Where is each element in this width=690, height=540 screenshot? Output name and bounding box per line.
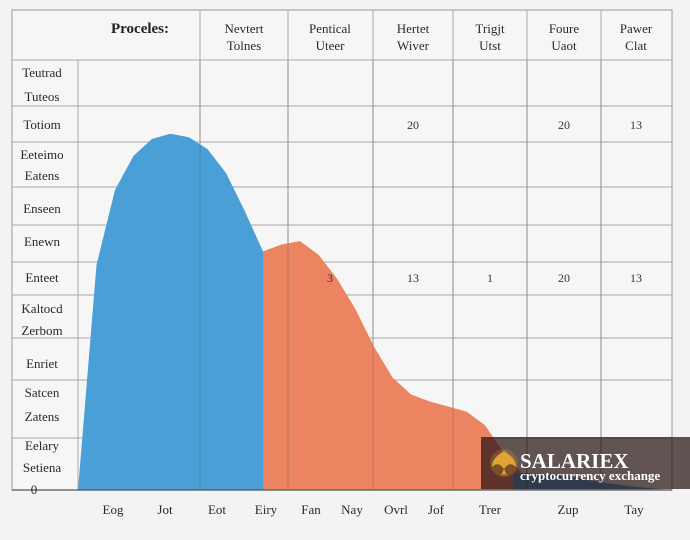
watermark-brand: SALARIEX [520, 449, 629, 473]
x-tick-label: Zup [558, 502, 579, 517]
watermark-band [481, 437, 690, 489]
cell-value: 3 [327, 271, 333, 285]
x-tick-label: Eot [208, 502, 226, 517]
y-zero-label: 0 [31, 482, 38, 497]
series-area-orange [263, 241, 522, 490]
cell-value: 20 [558, 271, 570, 285]
cell-value: 20 [407, 118, 419, 132]
cell-value: 1 [487, 271, 493, 285]
x-tick-label: Trer [479, 502, 502, 517]
x-tick-label: Fan [301, 502, 321, 517]
row-label: Enteet [25, 270, 59, 285]
row-label: Eatens [25, 168, 60, 183]
column-header: Foure Uaot [549, 21, 580, 53]
x-tick-label: Jof [428, 502, 445, 517]
row-label: Enseen [23, 201, 61, 216]
column-header-line: Pawer [620, 21, 653, 36]
x-tick-label: Eog [103, 502, 124, 517]
x-tick-label: Nay [341, 502, 363, 517]
row-label: Satcen [25, 385, 60, 400]
column-header-line: Uaot [551, 38, 577, 53]
row-label: Enriet [26, 356, 58, 371]
column-header-line: Pentical [309, 21, 351, 36]
row-label: Eeteimo [20, 147, 63, 162]
column-header: Hertet Wiver [397, 21, 430, 53]
row-label: Zatens [25, 409, 60, 424]
column-header-line: Utst [479, 38, 501, 53]
column-header-line: Hertet [397, 21, 430, 36]
grid-overlay [12, 60, 672, 491]
x-tick-label: Jot [157, 502, 173, 517]
cell-value: 20 [558, 118, 570, 132]
row-label: Zerbom [21, 323, 62, 338]
column-header-line: Wiver [397, 38, 430, 53]
row-label: Tuteos [25, 89, 60, 104]
column-header-line: Uteer [316, 38, 346, 53]
cell-value: 13 [407, 271, 419, 285]
cell-value: 13 [630, 271, 642, 285]
column-header: Trigjt Utst [475, 21, 505, 53]
column-header: Pentical Uteer [309, 21, 351, 53]
column-header: Pawer Clat [620, 21, 653, 53]
watermark-tagline: cryptocurrency exchange [520, 468, 660, 483]
x-tick-label: Eiry [255, 502, 278, 517]
row-label: Totiom [23, 117, 60, 132]
column-header: Nevtert Tolnes [225, 21, 264, 53]
x-tick-label: Ovrl [384, 502, 408, 517]
row-labels: Teutrad Tuteos Totiom Eeteimo Eatens Enseen En… [20, 65, 63, 475]
column-header-line: Trigjt [475, 21, 505, 36]
cell-values: 20 20 13 3 13 1 20 13 [327, 118, 642, 285]
row-label: Enewn [24, 234, 61, 249]
x-axis-labels: Eog Jot Eot Eiry Fan Nay Ovrl Jof Trer Zup Tay [103, 502, 645, 517]
watermark: SALARIEX cryptocurrency exchange [481, 437, 690, 489]
chart-title: Proceles: [111, 21, 169, 37]
series-area-blue [78, 133, 300, 491]
column-header-line: Tolnes [227, 38, 261, 53]
column-headers: Nevtert Tolnes Pentical Uteer Hertet Wiver Tri… [225, 21, 653, 53]
row-label: Teutrad [22, 65, 62, 80]
row-label: Setiena [23, 460, 61, 475]
column-header-line: Clat [625, 38, 647, 53]
row-label: Kaltocd [21, 301, 63, 316]
column-header-line: Nevtert [225, 21, 264, 36]
phoenix-icon [490, 449, 518, 477]
x-tick-label: Tay [624, 502, 644, 517]
cell-value: 13 [630, 118, 642, 132]
row-label: Eelary [25, 438, 59, 453]
column-header-line: Foure [549, 21, 580, 36]
